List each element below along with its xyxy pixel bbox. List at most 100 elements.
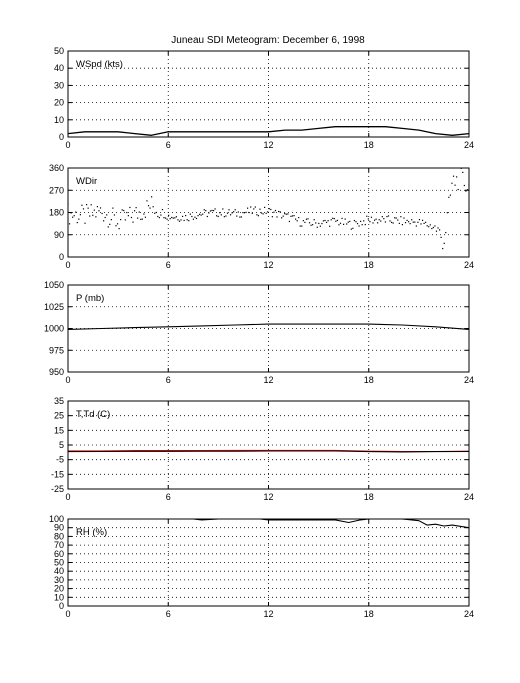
wdir-series-0-point-67 bbox=[171, 216, 173, 219]
wdir-series-0-point-57 bbox=[155, 211, 157, 214]
rh-series-group bbox=[68, 519, 469, 529]
wdir-series-0-point-198 bbox=[373, 219, 376, 221]
p-mb-frame bbox=[67, 284, 470, 373]
wdir-series-0-point-51 bbox=[146, 200, 148, 202]
wdir-series-0-point-31 bbox=[115, 225, 117, 227]
wdir-series-0-point-2 bbox=[70, 212, 72, 214]
wdir-series-0-point-247 bbox=[449, 194, 452, 196]
wdir-series-0-point-5 bbox=[75, 211, 77, 213]
wdir-series-0-point-245 bbox=[446, 212, 448, 214]
wdir-series-0-point-23 bbox=[103, 220, 105, 222]
wdir-series-0-point-132 bbox=[271, 216, 273, 218]
wdir-series-0-point-145 bbox=[291, 215, 294, 217]
wspd-kts-plot-area bbox=[68, 51, 469, 137]
wdir-series-0-point-61 bbox=[161, 208, 164, 211]
wdir-series-0-point-201 bbox=[378, 219, 380, 221]
wdir-series-0-point-83 bbox=[195, 217, 198, 220]
wdir-series-0-point-141 bbox=[285, 213, 287, 215]
wdir-series-0-point-224 bbox=[414, 221, 416, 223]
wdir-series-0-point-21 bbox=[99, 207, 102, 209]
wdir-series-0-point-88 bbox=[203, 209, 205, 211]
wdir-series-0-point-151 bbox=[301, 225, 303, 227]
wdir-series-0-point-6 bbox=[76, 221, 78, 224]
wdir-series-0-point-183 bbox=[350, 228, 352, 230]
wdir-series-group bbox=[68, 168, 469, 250]
wdir-ytick-label-1: 90 bbox=[54, 230, 64, 240]
wspd-kts-series-0-line bbox=[68, 126, 469, 136]
wdir-series-0-point-14 bbox=[89, 215, 91, 217]
wdir-series-0-point-160 bbox=[315, 222, 317, 224]
wdir-series-0-point-1 bbox=[68, 223, 71, 225]
rh-ytick-label-8: 80 bbox=[54, 531, 64, 541]
wdir-ytick-label-0: 0 bbox=[59, 252, 64, 262]
t-td-c-xtick-label-2: 12 bbox=[263, 492, 273, 502]
wdir-series-0-point-78 bbox=[188, 220, 190, 222]
wdir-series-0-point-249 bbox=[452, 175, 455, 177]
wdir-series-0-point-30 bbox=[113, 214, 116, 216]
rh-xtick-label-1: 6 bbox=[166, 609, 171, 619]
wdir-series-0-point-148 bbox=[296, 220, 298, 222]
wdir-series-0-point-189 bbox=[360, 220, 362, 222]
wdir-series-0-point-165 bbox=[322, 220, 325, 222]
wdir-series-0-point-75 bbox=[183, 219, 185, 222]
p-mb-xtick-label-0: 0 bbox=[65, 375, 70, 385]
wdir-series-0-point-206 bbox=[386, 215, 388, 218]
wdir-series-0-point-119 bbox=[251, 212, 253, 214]
wspd-kts-ytick-label-2: 20 bbox=[54, 98, 64, 108]
wdir-series-0-point-208 bbox=[389, 220, 391, 222]
wdir-series-0-point-98 bbox=[219, 212, 221, 214]
wdir-series-0-point-73 bbox=[180, 219, 182, 221]
t-td-c-label: T,Td (C) bbox=[76, 409, 110, 420]
wdir-series-0-point-192 bbox=[364, 223, 366, 226]
wspd-kts-xtick-label-2: 12 bbox=[263, 140, 273, 150]
wdir-series-0-point-196 bbox=[370, 216, 373, 218]
wdir-series-0-point-257 bbox=[465, 190, 467, 192]
wdir-series-0-point-81 bbox=[192, 218, 195, 220]
wdir-series-0-point-76 bbox=[185, 214, 187, 217]
wdir-series-0-point-204 bbox=[383, 218, 385, 220]
wdir-series-0-point-173 bbox=[335, 220, 337, 222]
wdir-series-0-point-239 bbox=[437, 227, 439, 229]
wdir-series-0-point-212 bbox=[395, 217, 397, 219]
wdir-series-0-point-116 bbox=[246, 207, 249, 209]
p-mb-ytick-label-4: 1050 bbox=[44, 280, 64, 290]
wdir-series-0-point-242 bbox=[442, 247, 444, 250]
wdir-series-0-point-59 bbox=[158, 217, 160, 219]
t-td-c-series-group bbox=[68, 449, 469, 453]
wdir-series-0-point-230 bbox=[423, 222, 425, 225]
rh-series-0-line bbox=[68, 519, 469, 529]
wdir-series-0-point-210 bbox=[392, 222, 394, 224]
t-td-c-series-td-line bbox=[68, 450, 469, 453]
t-td-c-frame bbox=[67, 400, 470, 490]
wdir-series-0-point-147 bbox=[294, 218, 297, 220]
wdir-series-0-point-252 bbox=[457, 188, 459, 191]
wdir-series-0-point-70 bbox=[175, 216, 177, 218]
wdir-series-0-point-62 bbox=[163, 217, 165, 219]
wdir-series-0-point-10 bbox=[82, 208, 85, 210]
rh-ytick-label-9: 90 bbox=[54, 523, 64, 533]
wdir-series-0-point-55 bbox=[152, 206, 154, 208]
wdir-series-0-point-190 bbox=[361, 224, 363, 226]
wdir-series-0-point-246 bbox=[448, 196, 450, 198]
wdir-series-0-point-41 bbox=[130, 216, 133, 219]
p-mb-xtick-label-3: 18 bbox=[364, 375, 374, 385]
wdir-series-0-point-53 bbox=[149, 207, 151, 209]
wdir-series-0-point-164 bbox=[321, 222, 323, 225]
wdir-series-0-point-64 bbox=[166, 218, 168, 220]
wdir-series-0-point-195 bbox=[369, 221, 371, 223]
wdir-series-0-point-22 bbox=[101, 212, 103, 215]
wdir-series-0-point-35 bbox=[121, 209, 123, 211]
wdir-series-0-point-99 bbox=[220, 214, 222, 216]
wdir-series-0-point-112 bbox=[240, 216, 243, 218]
wdir-series-0-point-216 bbox=[401, 224, 404, 226]
wspd-kts-ytick-label-3: 30 bbox=[54, 80, 64, 90]
wdir-series-0-point-171 bbox=[332, 217, 334, 219]
wdir-series-0-point-91 bbox=[208, 212, 210, 214]
wdir-series-0-point-111 bbox=[239, 216, 241, 218]
wdir-series-0-point-215 bbox=[400, 216, 402, 218]
wdir-series-0-point-123 bbox=[257, 215, 260, 217]
rh-label: RH (%) bbox=[76, 527, 107, 538]
wdir-series-0-point-156 bbox=[308, 222, 311, 224]
wdir-series-0-point-154 bbox=[305, 218, 308, 220]
